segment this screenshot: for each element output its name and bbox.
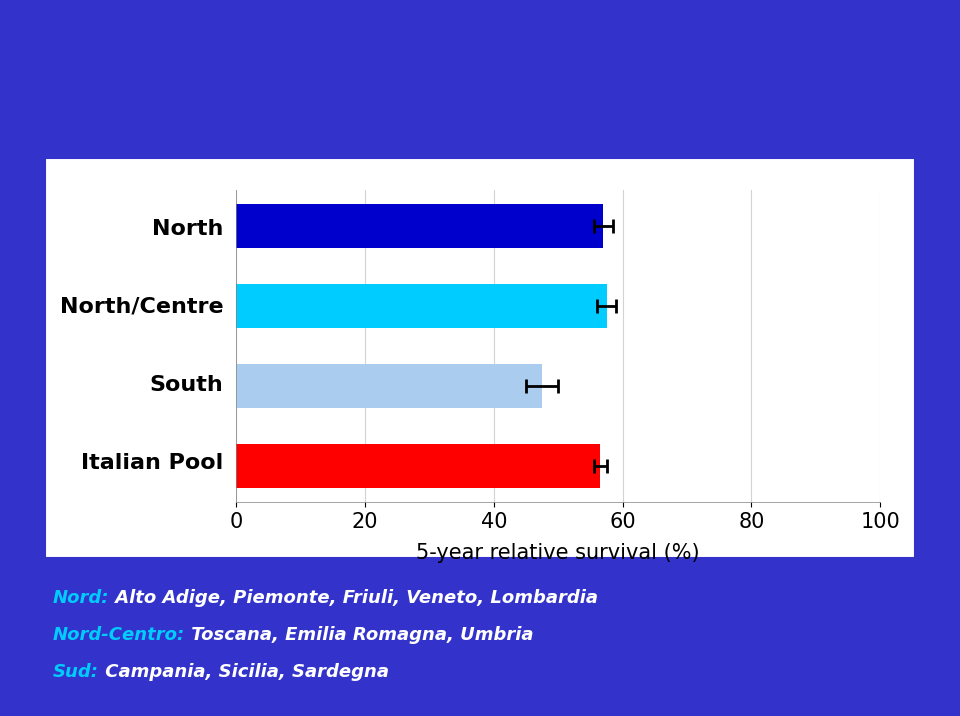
Text: Alto Adige, Piemonte, Friuli, Veneto, Lombardia: Alto Adige, Piemonte, Friuli, Veneto, Lo… — [109, 589, 598, 607]
Text: North/Centre: North/Centre — [60, 297, 224, 317]
Bar — [236, 284, 607, 328]
Bar — [236, 444, 600, 488]
Bar — [236, 204, 603, 248]
Text: South: South — [150, 375, 224, 395]
X-axis label: 5-year relative survival (%): 5-year relative survival (%) — [417, 543, 700, 563]
Bar — [236, 364, 542, 408]
Text: North: North — [152, 218, 224, 238]
Text: Italian Pool: Italian Pool — [82, 453, 224, 473]
Text: Campania, Sicilia, Sardegna: Campania, Sicilia, Sardegna — [99, 663, 389, 682]
Text: Nord:: Nord: — [53, 589, 109, 607]
Text: Toscana, Emilia Romagna, Umbria: Toscana, Emilia Romagna, Umbria — [185, 626, 534, 644]
Text: Nord-Centro:: Nord-Centro: — [53, 626, 185, 644]
Text: Sud:: Sud: — [53, 663, 99, 682]
